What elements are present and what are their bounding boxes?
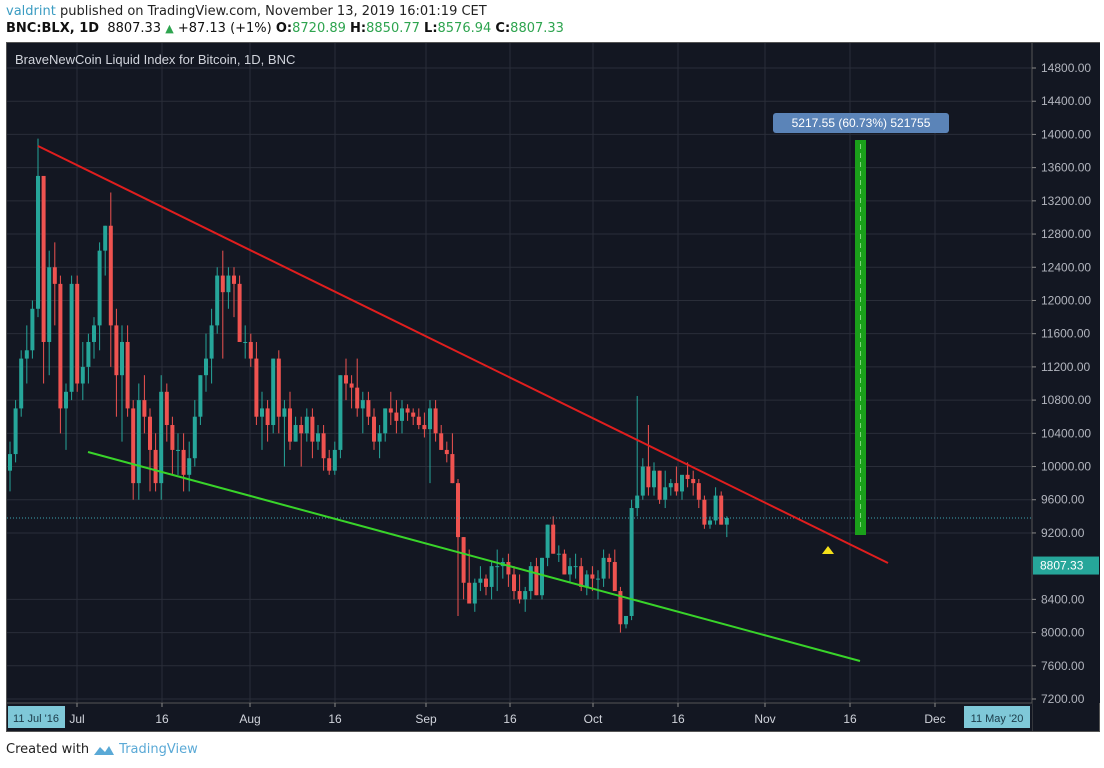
price-tick-label: 14000.00: [1041, 127, 1091, 141]
svg-text:11 Jul '16: 11 Jul '16: [13, 713, 59, 725]
price-tick-label: 10800.00: [1041, 393, 1091, 407]
resistance-trendline[interactable]: [37, 145, 889, 564]
annotations[interactable]: 5217.55 (60.73%) 521755: [7, 113, 1032, 662]
symbol-label: BNC:BLX, 1D: [6, 21, 100, 36]
candles: [8, 138, 729, 633]
close-value: 8807.33: [510, 21, 564, 36]
chart-frame[interactable]: [6, 42, 1100, 732]
time-tick-label: 16: [328, 712, 342, 726]
chart-title: BraveNewCoin Liquid Index for Bitcoin, 1…: [15, 52, 295, 67]
publish-info: valdrint published on TradingView.com, N…: [6, 4, 487, 19]
svg-text:11 May '20: 11 May '20: [971, 713, 1024, 725]
time-tick-label: 16: [503, 712, 517, 726]
time-tick-label: Jul: [69, 712, 84, 726]
symbol-info: BNC:BLX, 1D 8807.33 ▲ +87.13 (+1%) O:872…: [6, 21, 564, 36]
created-with-text: Created with: [6, 742, 90, 757]
price-tick-label: 10400.00: [1041, 426, 1091, 440]
range-start-marker: [8, 706, 65, 728]
tradingview-logo-icon: [94, 745, 115, 755]
high-label: H:: [350, 21, 367, 36]
measure-label: [773, 113, 949, 133]
time-tick-label: Aug: [239, 712, 260, 726]
support-trendline[interactable]: [87, 451, 861, 662]
price-tick-label: 7600.00: [1041, 659, 1085, 673]
price-tick-label: 11600.00: [1041, 327, 1090, 341]
svg-text:5217.55 (60.73%) 521755: 5217.55 (60.73%) 521755: [792, 116, 931, 130]
time-tick-label: 16: [155, 712, 169, 726]
price-tick-label: 14800.00: [1041, 61, 1091, 75]
open-label: O:: [275, 21, 293, 36]
time-tick-label: 16: [843, 712, 857, 726]
close-label: C:: [495, 21, 511, 36]
svg-text:8807.33: 8807.33: [1040, 559, 1084, 573]
time-tick-label: Oct: [584, 712, 603, 726]
tradingview-link[interactable]: TradingView: [119, 742, 198, 757]
time-tick-label: Dec: [924, 712, 945, 726]
price-tick-label: 10000.00: [1041, 460, 1091, 474]
grid-lines: [7, 43, 1032, 703]
footer: Created with TradingView: [6, 742, 198, 757]
high-value: 8850.77: [366, 21, 420, 36]
price-tick-label: 12800.00: [1041, 227, 1091, 241]
range-end-marker: [964, 706, 1030, 728]
price-tick-label: 8400.00: [1041, 592, 1085, 606]
price-tick-label: 12400.00: [1041, 260, 1091, 274]
time-tick-label: Nov: [754, 712, 775, 726]
last-price: 8807.33: [107, 21, 162, 36]
open-value: 8720.89: [292, 21, 346, 36]
low-value: 8576.94: [437, 21, 492, 36]
axes[interactable]: 14800.00 14400.00 14000.00 13600.00 13200.00…: [7, 43, 1100, 731]
time-tick-label: Sep: [415, 712, 437, 726]
price-tick-label: 8000.00: [1041, 626, 1085, 640]
author-link[interactable]: valdrint: [6, 4, 56, 19]
price-tick-label: 11200.00: [1041, 360, 1090, 374]
price-tick-label: 13200.00: [1041, 194, 1091, 208]
price-tick-label: 9200.00: [1041, 526, 1085, 540]
price-tick-label: 14400.00: [1041, 94, 1091, 108]
low-label: L:: [424, 21, 438, 36]
up-triangle-icon: ▲: [165, 22, 174, 35]
last-price-marker: [1033, 556, 1099, 575]
triangle-marker-icon: [822, 546, 834, 554]
price-tick-label: 7200.00: [1041, 692, 1085, 706]
price-tick-label: 12000.00: [1041, 293, 1091, 307]
time-tick-label: 16: [671, 712, 685, 726]
price-tick-label: 13600.00: [1041, 161, 1091, 175]
published-text: published on TradingView.com, November 1…: [59, 4, 487, 19]
price-tick-label: 9600.00: [1041, 493, 1085, 507]
price-change: +87.13 (+1%): [177, 21, 272, 36]
